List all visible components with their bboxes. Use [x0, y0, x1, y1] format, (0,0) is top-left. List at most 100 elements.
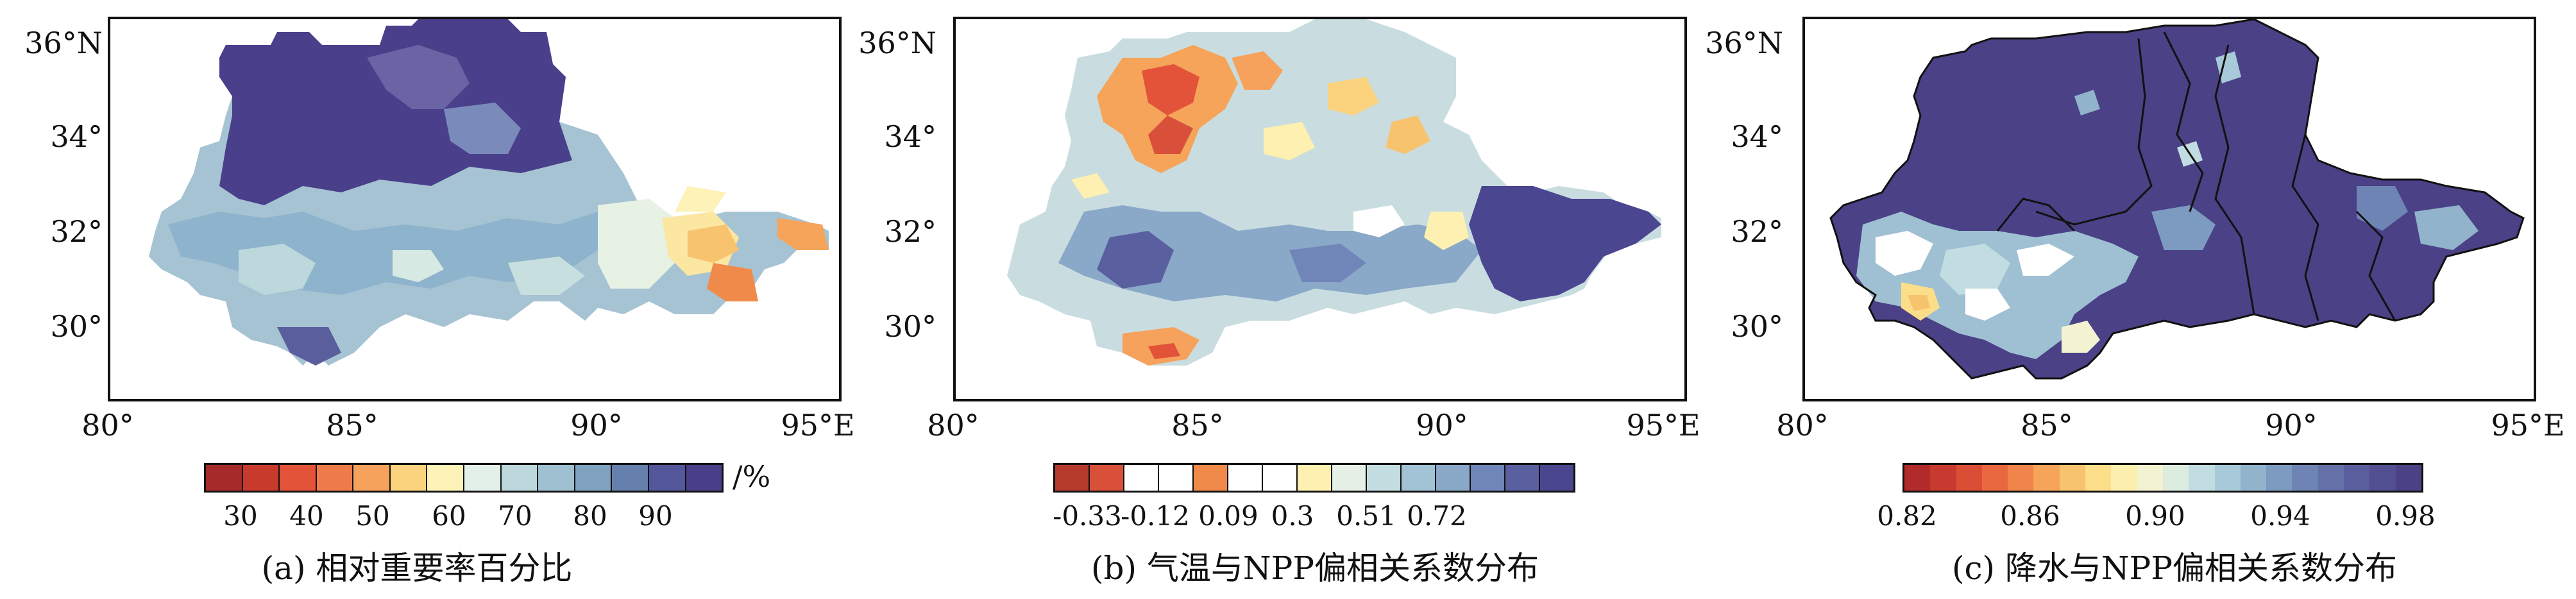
colorbar-swatch	[2292, 465, 2318, 491]
colorbar-swatch	[1298, 465, 1332, 491]
colorbar-tick: 0.98	[2375, 500, 2436, 532]
x-tick: 90°	[1416, 408, 1468, 443]
y-tick: 34°	[884, 119, 936, 154]
x-tick: 95°E	[2491, 408, 2565, 443]
y-tick: 34°	[50, 119, 103, 154]
colorbar-tick: -0.33	[1053, 500, 1122, 532]
colorbar-tick: 0.82	[1877, 500, 1937, 532]
x-tick: 95°E	[781, 408, 855, 443]
y-tick: 34°	[1731, 119, 1783, 154]
colorbar-swatch	[1505, 465, 1540, 491]
colorbar-swatch	[1981, 465, 2008, 491]
colorbar-swatch	[2369, 465, 2396, 491]
caption-a: (a) 相对重要率百分比	[261, 550, 573, 587]
colorbar-swatch	[2008, 465, 2034, 491]
map-panel-c	[1802, 17, 2536, 401]
colorbar-tick: 50	[355, 500, 390, 532]
colorbar-swatch	[686, 465, 722, 491]
colorbar-b	[1053, 463, 1575, 493]
y-tick: 32°	[1731, 214, 1783, 249]
map-panel-a	[108, 17, 842, 401]
colorbar-tick: 40	[289, 500, 324, 532]
caption-c: (c) 降水与NPP偏相关系数分布	[1952, 550, 2397, 587]
colorbar-tick: 0.94	[2250, 500, 2310, 532]
colorbar-tick: 0.86	[2000, 500, 2060, 532]
colorbar-tick: 30	[223, 500, 258, 532]
x-tick: 85°	[326, 408, 378, 443]
colorbar-swatch	[1930, 465, 1956, 491]
precipitation-npp-correlation-map	[1829, 19, 2525, 380]
colorbar-swatch	[1090, 465, 1124, 491]
colorbar-swatch	[1194, 465, 1228, 491]
colorbar-swatch	[316, 465, 354, 491]
colorbar-swatch	[612, 465, 649, 491]
colorbar-swatch	[464, 465, 502, 491]
colorbar-swatch	[1367, 465, 1402, 491]
colorbar-swatch	[2033, 465, 2060, 491]
x-tick: 85°	[2021, 408, 2073, 443]
colorbar-c	[1902, 463, 2423, 493]
colorbar-swatch	[538, 465, 575, 491]
colorbar-swatch	[575, 465, 613, 491]
colorbar-tick: 0.3	[1271, 500, 1314, 532]
colorbar-swatch	[2395, 465, 2421, 491]
panel-c: 36°N 34° 32° 30°	[1693, 0, 2576, 599]
x-tick: 85°	[1171, 408, 1224, 443]
colorbar-swatch	[2162, 465, 2189, 491]
x-tick: 90°	[570, 408, 623, 443]
colorbar-swatch	[206, 465, 243, 491]
colorbar-swatch	[1956, 465, 1982, 491]
colorbar-swatch	[1332, 465, 1367, 491]
colorbar-tick: 70	[498, 500, 532, 532]
colorbar-swatch	[2085, 465, 2112, 491]
y-tick: 30°	[884, 309, 936, 344]
colorbar-swatch	[1055, 465, 1090, 491]
colorbar-swatch	[2318, 465, 2344, 491]
panel-a: 36°N 34° 32° 30° 80° 85° 90° 95°E /% 30 …	[0, 0, 860, 599]
colorbar-swatch	[1124, 465, 1159, 491]
y-tick: 32°	[50, 214, 103, 249]
colorbar-swatch	[501, 465, 539, 491]
colorbar-swatch	[1471, 465, 1505, 491]
caption-b: (b) 气温与NPP偏相关系数分布	[1091, 550, 1539, 587]
colorbar-swatch	[280, 465, 317, 491]
colorbar-swatch	[1436, 465, 1471, 491]
colorbar-swatch	[242, 465, 280, 491]
colorbar-tick: 80	[573, 500, 607, 532]
colorbar-swatch	[1228, 465, 1263, 491]
colorbar-a	[204, 463, 724, 493]
colorbar-tick: 60	[432, 500, 466, 532]
colorbar-swatch	[1159, 465, 1194, 491]
y-tick: 36°N	[858, 26, 936, 60]
colorbar-swatch	[2214, 465, 2241, 491]
colorbar-tick: 0.72	[1407, 500, 1467, 532]
temperature-npp-correlation-map	[1007, 19, 1661, 366]
colorbar-swatch	[2266, 465, 2292, 491]
x-tick: 80°	[927, 408, 979, 443]
colorbar-swatch	[1540, 465, 1573, 491]
colorbar-swatch	[1402, 465, 1436, 491]
colorbar-swatch	[2240, 465, 2267, 491]
colorbar-unit: /%	[733, 459, 771, 494]
colorbar-swatch	[1263, 465, 1298, 491]
colorbar-swatch	[648, 465, 686, 491]
colorbar-swatch	[427, 465, 465, 491]
colorbar-tick: -0.12	[1121, 500, 1190, 532]
x-tick: 80°	[81, 408, 134, 443]
colorbar-tick: 0.90	[2125, 500, 2185, 532]
colorbar-swatch	[2344, 465, 2370, 491]
x-tick: 95°E	[1626, 408, 1700, 443]
colorbar-swatch	[2111, 465, 2137, 491]
colorbar-swatch	[390, 465, 428, 491]
colorbar-swatch	[1904, 465, 1931, 491]
colorbar-swatch	[2059, 465, 2086, 491]
colorbar-swatch	[2137, 465, 2163, 491]
y-tick: 30°	[1731, 309, 1783, 344]
npp-relative-importance-map	[149, 19, 829, 366]
colorbar-tick: 0.09	[1198, 500, 1258, 532]
x-tick: 80°	[1776, 408, 1829, 443]
colorbar-tick: 0.51	[1336, 500, 1396, 532]
colorbar-swatch	[2189, 465, 2215, 491]
panel-b: 36°N 34° 32° 30° 80° 85° 90° 95°E -0.33 …	[847, 0, 1706, 599]
x-tick: 90°	[2265, 408, 2318, 443]
